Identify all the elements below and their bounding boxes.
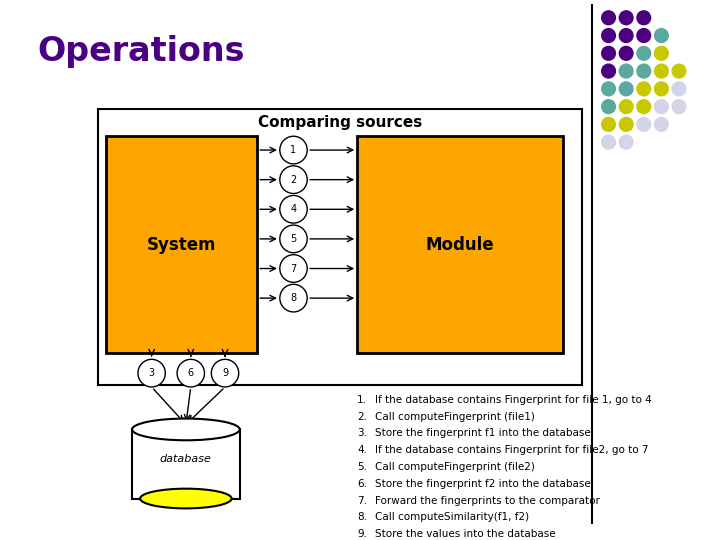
Circle shape: [637, 29, 651, 43]
Text: 1: 1: [290, 145, 297, 155]
Text: 4: 4: [290, 204, 297, 214]
Text: 1.: 1.: [357, 395, 367, 405]
Text: Call computeFingerprint (file1): Call computeFingerprint (file1): [374, 411, 534, 422]
Bar: [106, 136, 257, 353]
Text: 2.: 2.: [357, 411, 367, 422]
Circle shape: [619, 29, 633, 43]
Circle shape: [672, 82, 686, 96]
Bar: [98, 109, 582, 385]
Circle shape: [602, 82, 616, 96]
Circle shape: [602, 11, 616, 25]
Circle shape: [177, 359, 204, 387]
Circle shape: [637, 46, 651, 60]
Text: 5: 5: [290, 234, 297, 244]
Circle shape: [280, 166, 307, 193]
Circle shape: [654, 118, 668, 131]
Text: 7: 7: [290, 264, 297, 274]
Circle shape: [637, 64, 651, 78]
Ellipse shape: [132, 418, 240, 440]
Circle shape: [654, 64, 668, 78]
Text: 8: 8: [290, 293, 297, 303]
Text: If the database contains Fingerprint for file 1, go to 4: If the database contains Fingerprint for…: [374, 395, 652, 405]
Text: 5.: 5.: [357, 462, 367, 472]
Circle shape: [619, 64, 633, 78]
Circle shape: [672, 100, 686, 113]
Circle shape: [672, 64, 686, 78]
Circle shape: [654, 100, 668, 113]
Circle shape: [619, 82, 633, 96]
Text: Forward the fingerprints to the comparator: Forward the fingerprints to the comparat…: [374, 496, 600, 505]
Bar: [357, 136, 562, 353]
Text: 8.: 8.: [357, 512, 367, 522]
Text: Store the values into the database: Store the values into the database: [374, 529, 555, 539]
Text: 4.: 4.: [357, 445, 367, 455]
Circle shape: [637, 82, 651, 96]
Circle shape: [602, 118, 616, 131]
Circle shape: [637, 11, 651, 25]
Text: Call computeFingerprint (file2): Call computeFingerprint (file2): [374, 462, 534, 472]
Text: 3: 3: [148, 368, 155, 378]
Circle shape: [637, 118, 651, 131]
Circle shape: [654, 82, 668, 96]
Text: 9.: 9.: [357, 529, 367, 539]
Text: Call computeSimilarity(f1, f2): Call computeSimilarity(f1, f2): [374, 512, 528, 522]
Circle shape: [280, 225, 307, 253]
Bar: [132, 429, 240, 498]
Text: Module: Module: [426, 236, 494, 254]
Circle shape: [280, 255, 307, 282]
Circle shape: [212, 359, 239, 387]
Circle shape: [280, 284, 307, 312]
Circle shape: [619, 11, 633, 25]
Text: If the database contains Fingerprint for file2, go to 7: If the database contains Fingerprint for…: [374, 445, 648, 455]
Text: System: System: [147, 236, 216, 254]
Circle shape: [619, 135, 633, 149]
Text: Operations: Operations: [37, 35, 245, 68]
Text: Store the fingerprint f2 into the database: Store the fingerprint f2 into the databa…: [374, 479, 590, 489]
Circle shape: [280, 136, 307, 164]
Text: 9: 9: [222, 368, 228, 378]
Circle shape: [619, 100, 633, 113]
Circle shape: [619, 118, 633, 131]
Ellipse shape: [140, 489, 232, 508]
Text: Store the fingerprint f1 into the database: Store the fingerprint f1 into the databa…: [374, 428, 590, 438]
Circle shape: [602, 46, 616, 60]
Circle shape: [138, 359, 166, 387]
Circle shape: [602, 29, 616, 43]
Circle shape: [654, 29, 668, 43]
Circle shape: [619, 46, 633, 60]
Circle shape: [637, 100, 651, 113]
Text: Comparing sources: Comparing sources: [258, 115, 422, 130]
Text: 6.: 6.: [357, 479, 367, 489]
Text: 3.: 3.: [357, 428, 367, 438]
Text: database: database: [160, 454, 212, 464]
Text: 7.: 7.: [357, 496, 367, 505]
Text: 2: 2: [290, 174, 297, 185]
Text: 6: 6: [188, 368, 194, 378]
Circle shape: [602, 135, 616, 149]
Circle shape: [602, 100, 616, 113]
Circle shape: [280, 195, 307, 223]
Circle shape: [654, 46, 668, 60]
Circle shape: [602, 64, 616, 78]
